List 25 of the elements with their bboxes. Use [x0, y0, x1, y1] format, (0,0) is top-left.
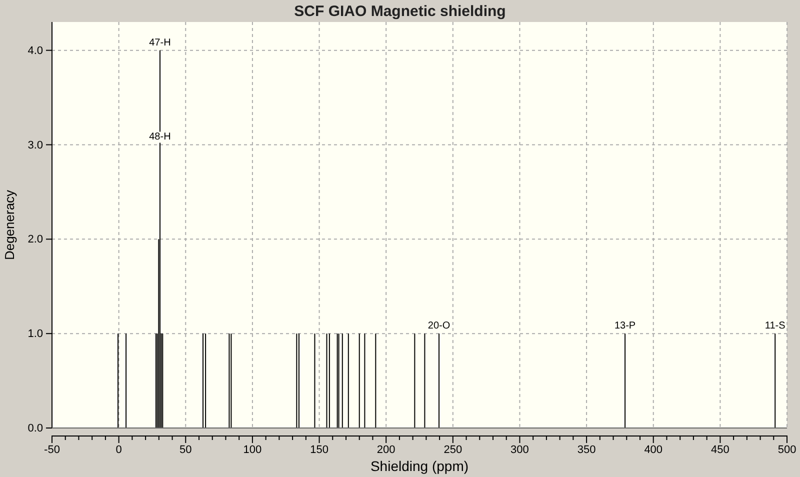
annotation: 13-P [614, 320, 636, 332]
x-tick-label: -50 [44, 444, 60, 456]
chart-title: SCF GIAO Magnetic shielding [294, 3, 506, 20]
x-tick-label: 350 [577, 444, 596, 456]
x-tick-label: 250 [444, 444, 462, 456]
x-tick-label: 400 [644, 444, 663, 456]
y-tick-label: 4.0 [28, 44, 43, 57]
x-tick-label: 100 [243, 444, 262, 456]
x-tick-label: 200 [376, 444, 396, 456]
y-tick-label: 3.0 [28, 139, 43, 152]
x-tick-label: 450 [711, 444, 730, 456]
y-tick-label: 2.0 [28, 234, 43, 246]
x-tick-label: 300 [510, 444, 529, 456]
x-tick-label: 500 [778, 444, 796, 456]
annotation: 11-S [764, 320, 786, 332]
annotation: 47-H [149, 37, 171, 48]
x-tick-label: 150 [310, 444, 328, 456]
y-axis-title: Degeneracy [2, 189, 17, 260]
y-tick-label: 0.0 [28, 422, 43, 435]
x-tick-label: 50 [180, 444, 192, 456]
x-tick-label: 0 [116, 444, 122, 456]
x-axis-title: Shielding (ppm) [370, 458, 469, 474]
annotation: 48-H [149, 132, 171, 143]
annotation: 20-O [428, 320, 450, 332]
y-tick-label: 1.0 [28, 328, 43, 340]
